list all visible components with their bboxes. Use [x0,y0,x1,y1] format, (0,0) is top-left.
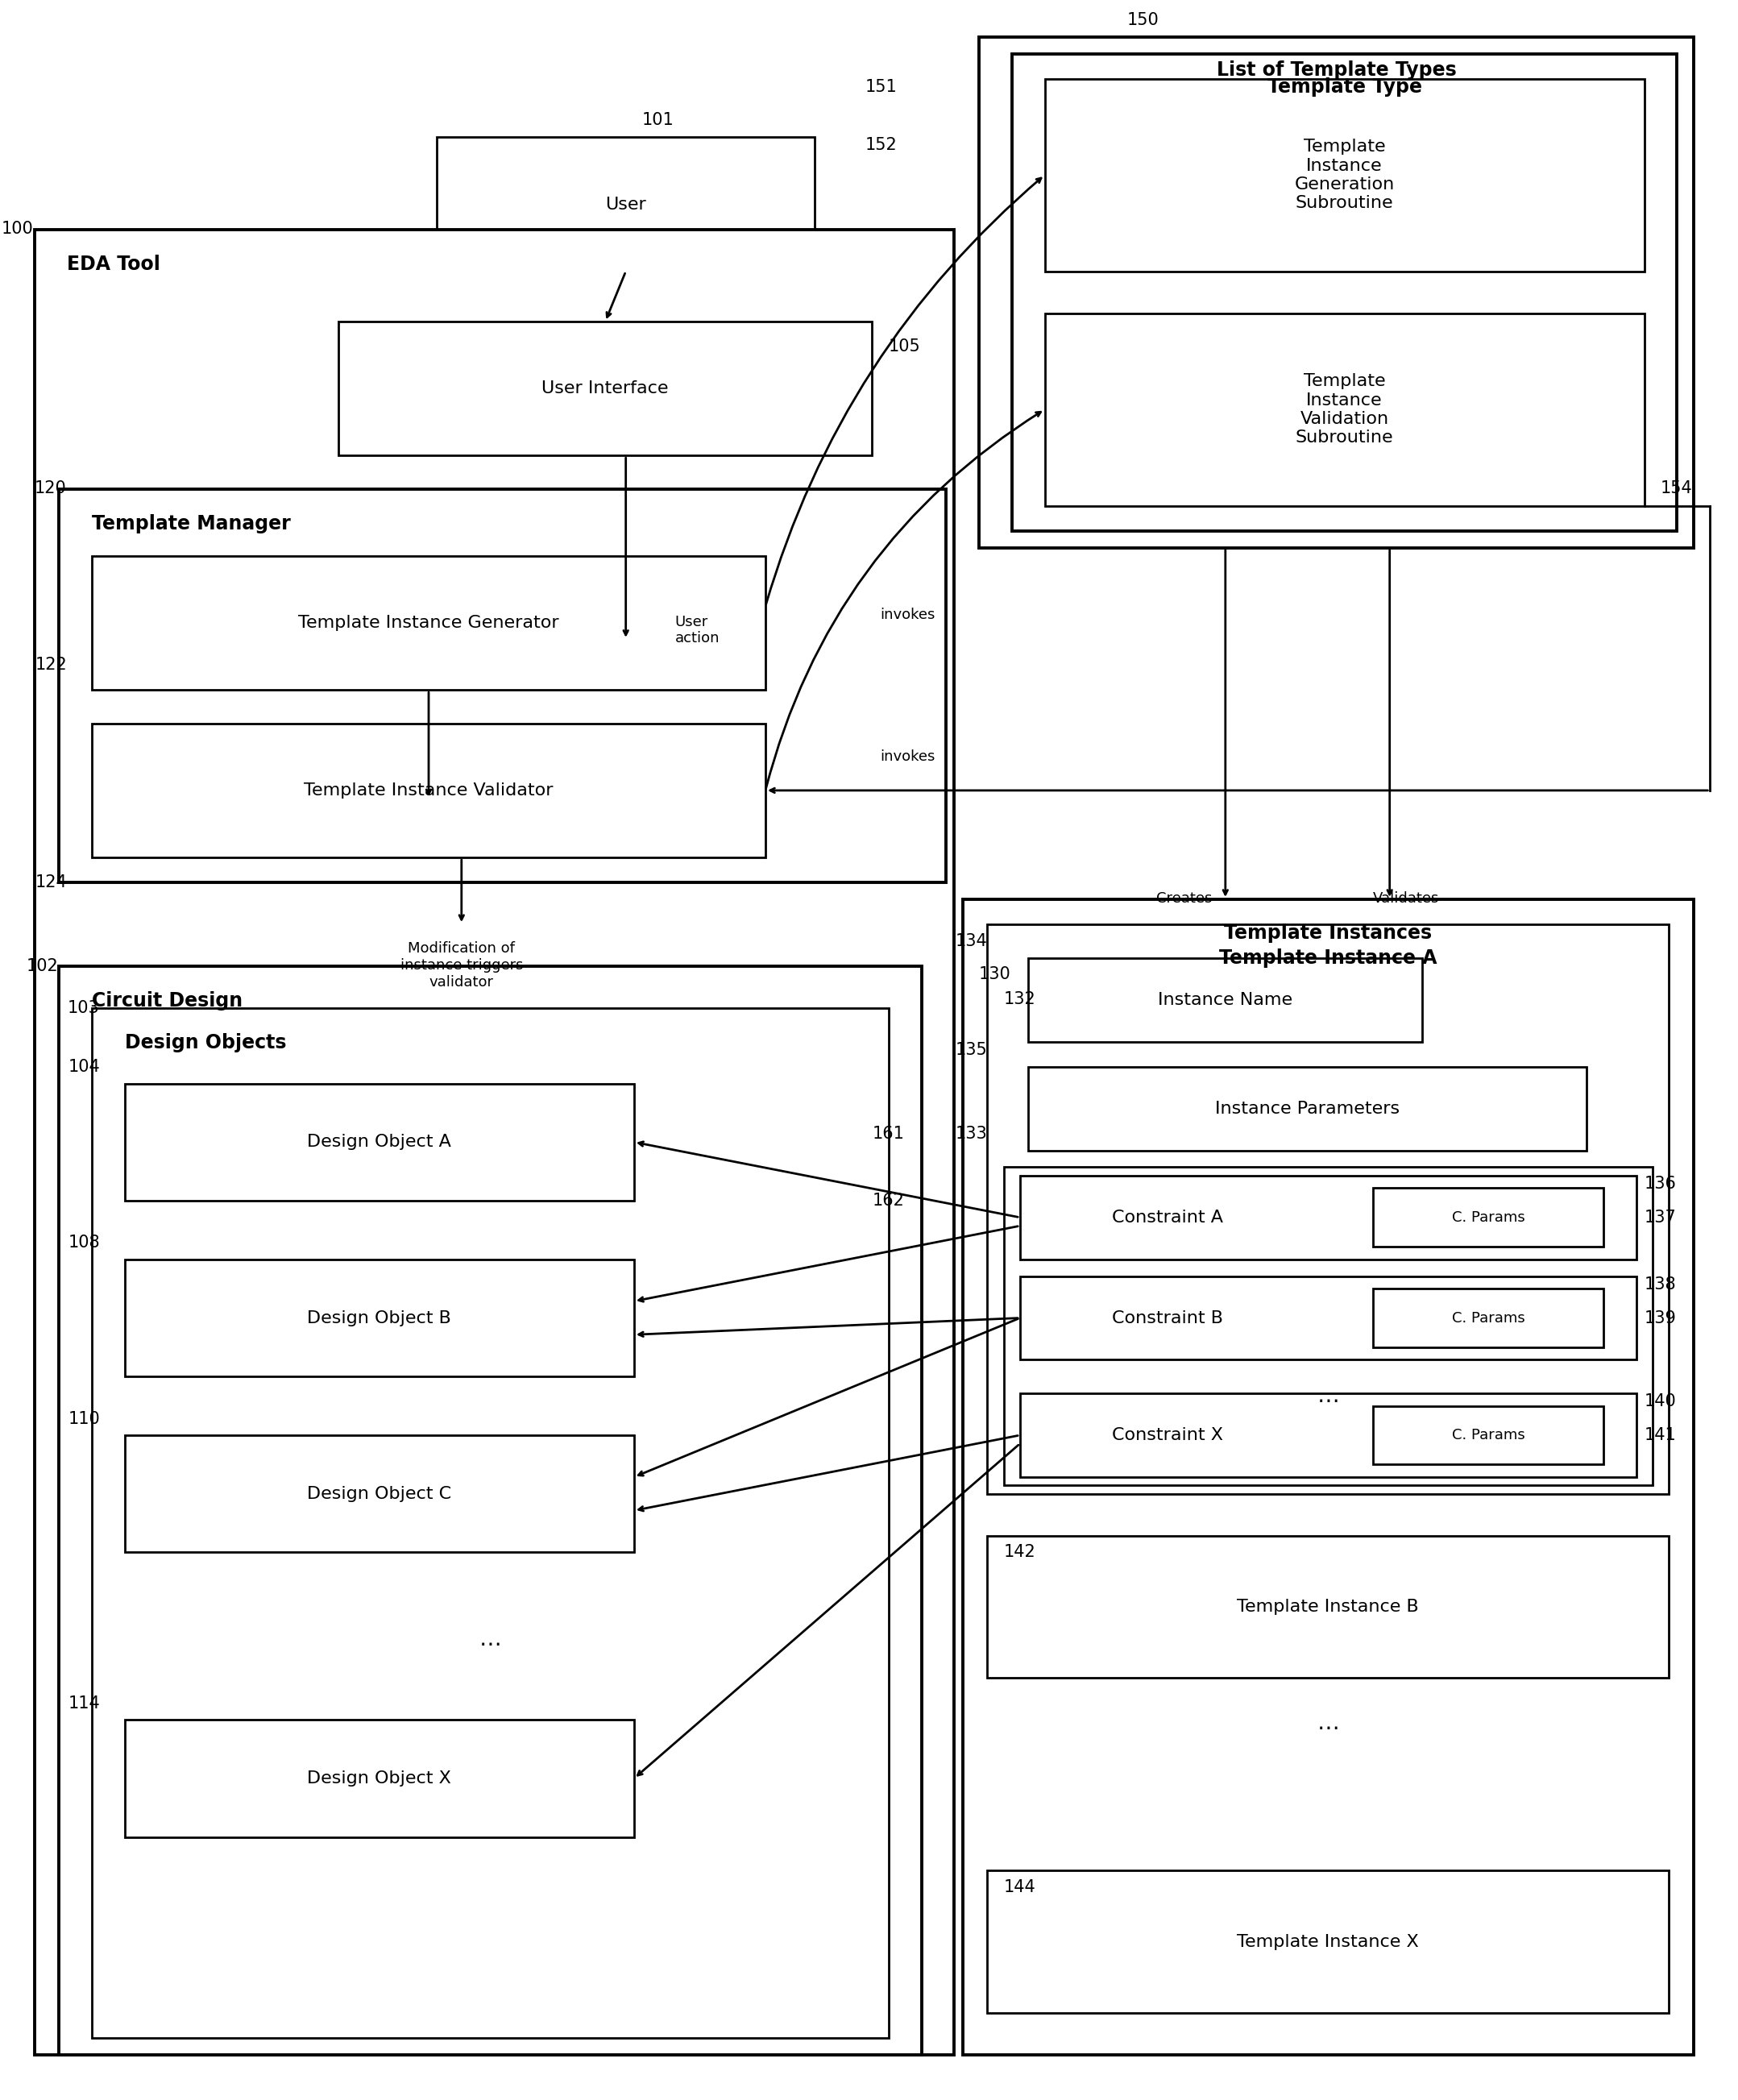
Text: 120: 120 [35,481,66,498]
Text: Creates: Creates [1156,890,1213,905]
Text: Design Object X: Design Object X [308,1770,452,1787]
Text: Template Manager: Template Manager [92,514,290,533]
Text: Template Instance X: Template Instance X [1237,1934,1418,1949]
Text: C. Params: C. Params [1451,1210,1524,1224]
Bar [59,966,921,2054]
Bar [987,1871,1668,2014]
Bar [1373,1405,1602,1464]
Bar [92,556,765,691]
Text: 151: 151 [866,78,897,94]
Text: Constraint A: Constraint A [1112,1210,1224,1226]
Text: 140: 140 [1644,1392,1677,1409]
Text: 142: 142 [1003,1543,1036,1560]
Bar [987,924,1668,1493]
Text: Template Type: Template Type [1267,78,1422,97]
Text: ⋯: ⋯ [1317,1718,1340,1739]
Text: Validates: Validates [1373,890,1439,905]
Bar [125,1720,634,1838]
Bar [1003,1168,1653,1485]
Text: ⋯: ⋯ [1317,1390,1340,1413]
Text: Design Object C: Design Object C [308,1485,452,1502]
Bar [92,1008,888,2037]
Text: User
action: User action [674,615,720,647]
Bar [1029,1067,1587,1151]
Text: Design Object A: Design Object A [308,1134,452,1151]
Text: 161: 161 [872,1126,904,1142]
Text: 137: 137 [1644,1210,1677,1226]
Text: Design Objects: Design Objects [125,1033,287,1052]
Text: 150: 150 [1126,13,1159,27]
Text: 105: 105 [888,338,921,355]
Bar [125,1084,634,1201]
Text: C. Params: C. Params [1451,1428,1524,1443]
Text: Template Instance A: Template Instance A [1218,949,1437,968]
Text: Constraint B: Constraint B [1112,1310,1224,1325]
Text: Instance Name: Instance Name [1158,991,1293,1008]
Text: 103: 103 [68,1000,99,1016]
Text: EDA Tool: EDA Tool [68,254,160,273]
Text: invokes: invokes [881,607,935,622]
Text: 124: 124 [35,874,68,890]
Bar [1029,958,1422,1042]
Text: C. Params: C. Params [1451,1310,1524,1325]
Text: 136: 136 [1644,1176,1677,1191]
Text: Circuit Design: Circuit Design [92,991,243,1010]
Text: 139: 139 [1644,1310,1677,1325]
Bar [1373,1189,1602,1247]
Text: Template
Instance
Validation
Subroutine: Template Instance Validation Subroutine [1295,374,1394,445]
Bar [339,321,872,456]
Text: Modification of
instance triggers
validator: Modification of instance triggers valida… [400,941,523,989]
Text: 152: 152 [866,136,897,153]
Text: 154: 154 [1662,481,1693,498]
Text: 108: 108 [68,1235,101,1252]
Bar [92,722,765,857]
Bar [963,899,1693,2054]
Text: Template Instance Generator: Template Instance Generator [299,615,560,630]
Text: 114: 114 [68,1695,101,1711]
Bar [1020,1277,1635,1361]
Text: 130: 130 [978,966,1012,983]
Bar [436,136,815,271]
Bar [987,1535,1668,1678]
Text: 162: 162 [872,1193,904,1207]
Text: 144: 144 [1003,1880,1036,1894]
Bar [35,229,954,2054]
Text: 104: 104 [68,1058,101,1075]
Bar [125,1434,634,1552]
Text: Template Instances: Template Instances [1224,924,1432,943]
Text: User: User [605,195,647,212]
Text: List of Template Types: List of Template Types [1217,61,1456,80]
Text: 102: 102 [26,958,59,974]
Text: 110: 110 [68,1411,101,1426]
Bar [1020,1176,1635,1260]
Text: Template
Instance
Generation
Subroutine: Template Instance Generation Subroutine [1295,139,1394,212]
Bar [125,1260,634,1378]
Text: 101: 101 [643,111,674,128]
Bar [1045,313,1644,506]
Text: 132: 132 [1003,991,1036,1008]
Text: 122: 122 [35,657,68,672]
Bar [1020,1392,1635,1476]
Text: Template Instance Validator: Template Instance Validator [304,783,553,798]
Text: Template Instance B: Template Instance B [1237,1598,1418,1615]
Bar [1373,1289,1602,1348]
Text: Design Object B: Design Object B [308,1310,452,1325]
Text: 134: 134 [956,932,987,949]
Bar [1045,78,1644,271]
Bar [59,489,945,882]
Text: 133: 133 [956,1126,987,1142]
Text: User Interface: User Interface [542,380,669,397]
Text: Instance Parameters: Instance Parameters [1215,1100,1399,1117]
Text: 100: 100 [2,220,33,237]
Text: Constraint X: Constraint X [1112,1428,1224,1443]
Text: invokes: invokes [881,750,935,764]
Text: 135: 135 [956,1042,987,1058]
Text: ⋯: ⋯ [480,1634,502,1655]
Text: 138: 138 [1644,1277,1675,1291]
Bar [978,38,1693,548]
Bar [1012,55,1677,531]
Text: 141: 141 [1644,1428,1677,1443]
